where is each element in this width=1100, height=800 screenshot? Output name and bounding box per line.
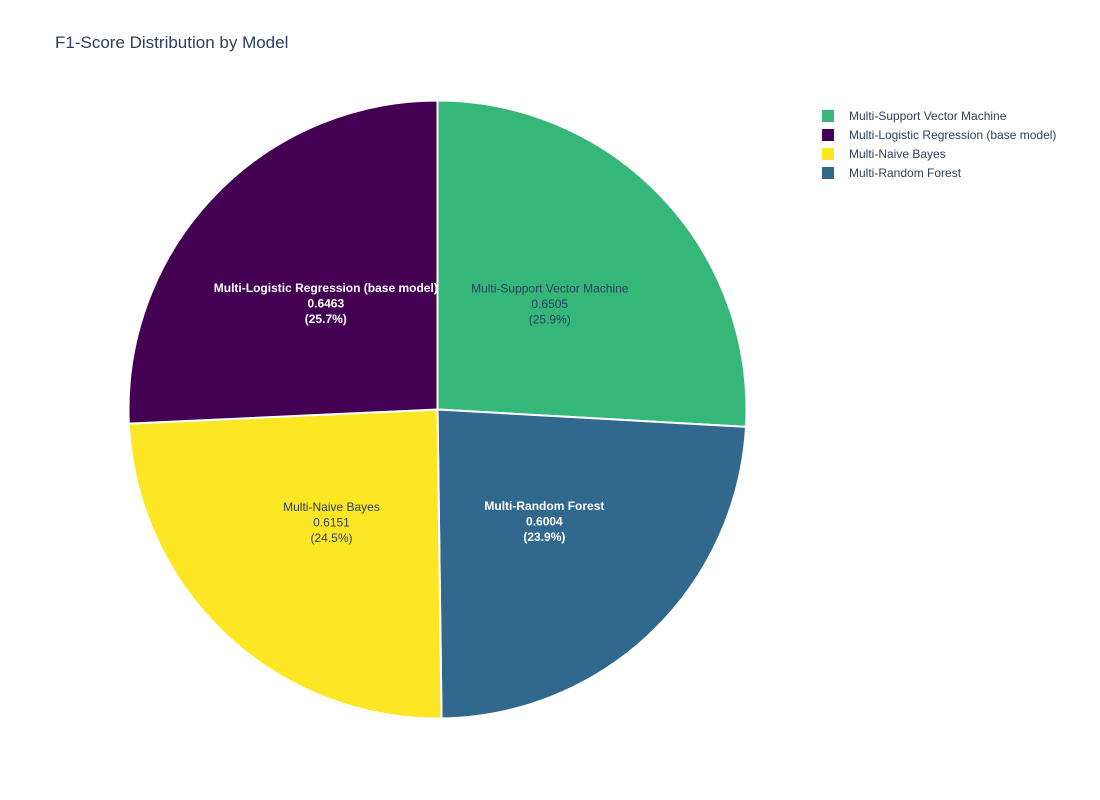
pie-slice-multi-random-forest[interactable] — [436, 408, 748, 720]
legend-swatch — [822, 128, 834, 141]
slice-label: Multi-Logistic Regression (base model) 0.… — [214, 281, 438, 326]
legend-item-random-forest[interactable]: Multi-Random Forest — [822, 163, 1056, 182]
legend-label: Multi-Random Forest — [849, 165, 962, 180]
slice-label: Multi-Naive Bayes 0.6151 (24.5%) — [283, 500, 380, 545]
pie-slice-multi-support-vector-machine[interactable] — [436, 99, 748, 428]
slice-label: Multi-Random Forest 0.6004 (23.9%) — [484, 499, 604, 544]
chart-title: F1-Score Distribution by Model — [55, 33, 289, 52]
slice-label: Multi-Support Vector Machine 0.6505 (25.9%… — [471, 281, 629, 326]
pie-slice-multi-logistic-regression-base-model[interactable] — [127, 99, 439, 425]
legend-swatch — [822, 147, 834, 160]
legend-swatch — [822, 166, 834, 179]
legend-label: Multi-Support Vector Machine — [849, 108, 1007, 123]
legend-item-svm[interactable]: Multi-Support Vector Machine — [822, 106, 1056, 125]
legend-label: Multi-Naive Bayes — [849, 146, 946, 161]
legend-item-naive-bayes[interactable]: Multi-Naive Bayes — [822, 144, 1056, 163]
legend: Multi-Support Vector Machine Multi-Logis… — [822, 106, 1056, 182]
pie-slice-multi-naive-bayes[interactable] — [127, 408, 443, 720]
legend-label: Multi-Logistic Regression (base model) — [849, 127, 1057, 142]
legend-item-logistic-regression[interactable]: Multi-Logistic Regression (base model) — [822, 125, 1056, 144]
legend-swatch — [822, 109, 834, 122]
